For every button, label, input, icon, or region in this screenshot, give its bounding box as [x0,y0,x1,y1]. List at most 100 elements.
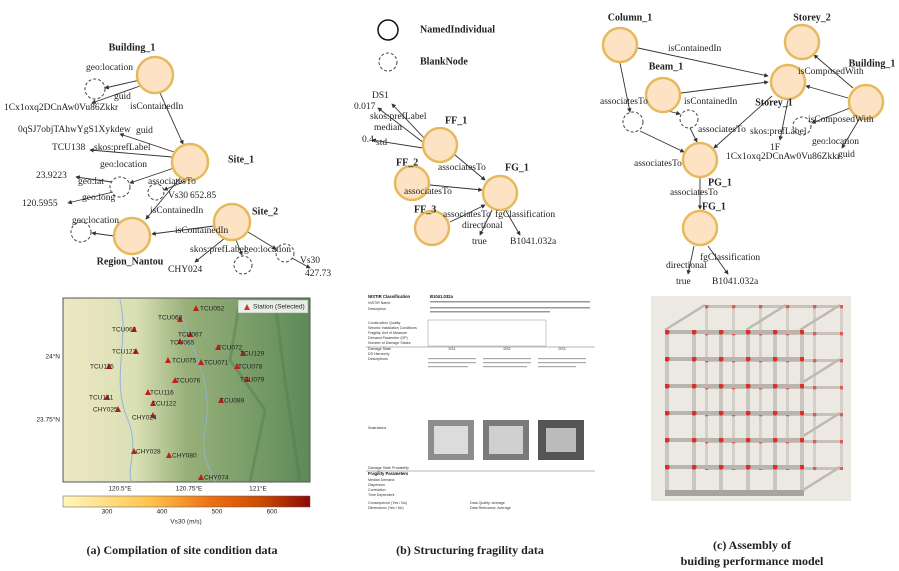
node-label: Region_Nantou [97,256,164,267]
station-label: CHY080 [172,453,197,460]
legend-entry: NamedIndividual [420,24,495,35]
edge-label: skos:prefLabel [370,111,427,122]
edge-label: fgClassification [495,209,555,220]
station-label: TCU076 [176,378,201,385]
doc-field: Descriptions [368,357,388,361]
doc-field: Damage State [368,347,391,351]
doc-field: Dispersion [368,483,385,487]
colorbar-label: Vs30 (m/s) [170,519,201,526]
station-label: TCU063 [112,327,137,334]
doc-field: Description [368,307,386,311]
shape [378,20,398,40]
station-label: TCU116 [150,390,174,397]
shape [538,362,586,363]
literal: TCU138 [52,143,86,153]
literal: true [472,237,487,247]
shape [160,93,183,144]
station-label: CHY024 [132,415,157,422]
caption: (c) Assembly of [713,538,792,552]
legend-entry: BlankNode [420,56,468,67]
edge-label: geo:lat [78,177,104,187]
station-label: CHY028 [136,449,161,456]
lat-tick: 23.75°N [36,416,60,424]
edge-label: isContainedIn [684,97,738,107]
doc-field: Median Demand [368,478,394,482]
shape [430,311,550,313]
edge-label: isContainedIn [668,44,722,54]
node-label: FF_3 [414,204,436,215]
edge-label: Vs30 [168,191,188,201]
station-label: TCU079 [240,377,265,384]
lon-tick: 121°E [249,485,267,493]
literal: 0.4 [362,135,374,145]
literal: CHY024 [168,265,203,275]
shape [423,128,457,162]
shape [379,53,397,71]
doc-footer: Consequence (Yes / No) [368,501,407,505]
station-label: TCU089 [220,398,245,405]
literal: 0.017 [354,102,376,112]
station-label: TCU115 [90,364,114,371]
edge-label: associatesTo [670,188,718,198]
shape [234,256,252,274]
edge-label: skos:prefLabel [190,244,247,255]
station-label: TCU071 [204,360,229,367]
station-label: TCU078 [238,364,263,371]
doc-field: Demand Parameter (DP) [368,336,408,340]
shape [683,143,717,177]
node-label: FG_1 [505,162,529,173]
literal: true [676,277,691,287]
panel-a-graph: Building_1 Site_1 Site_2 Region_Nantou g… [4,42,331,279]
colorbar-tick: 500 [212,509,223,516]
shape [85,79,105,99]
station-label: TCU123 [112,349,137,356]
doc-field: Number of Damage States [368,341,411,345]
doc-field: Correlation [368,488,386,492]
edge-label: associatesTo [148,177,196,187]
shape [665,490,804,496]
edge-label: skos:prefLabel [94,142,151,153]
literal: 1Cx1oxq2DCnAw0Vu86Zkkr [726,152,841,162]
edge-label: Vs30 [300,256,320,266]
edge-label: guid [838,150,855,160]
colorbar-tick: 300 [102,509,113,516]
damage-state: DS2 [504,347,511,351]
fragility-document: NISTIR Classification B1041.032a NISTIR … [366,292,595,520]
shape [137,57,173,93]
doc-field: Fragility Parameters [368,471,409,476]
edge-label: fgClassification [700,252,760,263]
shape [690,128,697,142]
doc-footer: Data Quality: Average [470,501,505,505]
edge-label: geo:location [72,216,119,226]
literal: 0qSJ7objTAhwYgS1Xykdew [18,125,131,135]
station-label: CHY025 [93,407,118,414]
literal: 652.85 [190,191,216,201]
shape [489,426,523,454]
literal: 1Cx1oxq2DCnAw0Vu86Zkkr [4,103,119,113]
caption: (a) Compilation of site condition data [86,543,277,557]
edge-label: associatesTo [600,97,648,107]
edge-label: directional [666,261,707,271]
map-legend: Station (Selected) [253,304,305,311]
literal: B1041.032a [712,277,759,287]
station-label: TCU075 [172,358,197,365]
shape [538,358,586,359]
edge-label: geo:location [100,160,147,170]
literal: 427.73 [305,269,331,279]
node-label: PG_1 [708,177,732,188]
edge-label: guid [114,92,131,102]
lon-tick: 120.75°E [176,485,203,493]
shape [430,301,590,303]
shape [430,307,590,309]
doc-header: NISTIR Classification [368,294,411,299]
node-label: Site_2 [252,206,278,217]
shape [428,362,476,363]
shape [683,211,717,245]
doc-field: Seismic Installation Conditions [368,326,417,330]
edge-label: associatesTo [634,159,682,169]
colorbar-tick: 600 [267,509,278,516]
doc-field: Illustrations [368,426,386,430]
edge-label: directional [462,221,503,231]
station-label: CHY074 [204,475,229,482]
shape [92,233,114,236]
